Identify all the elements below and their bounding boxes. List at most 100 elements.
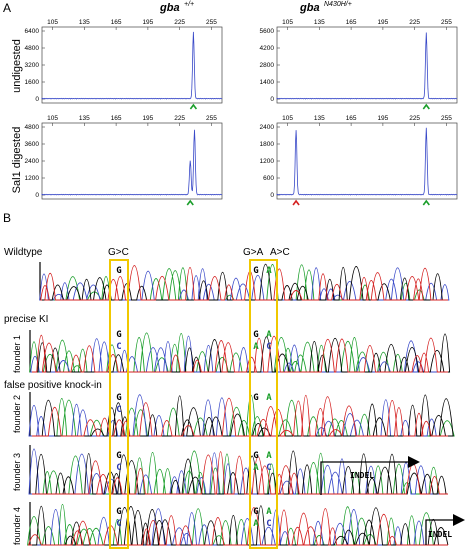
y-tick-label: 2400 <box>25 158 40 165</box>
base-call-g: G <box>253 507 258 517</box>
green-peak-marker <box>422 103 430 110</box>
base-call-a: A <box>253 463 259 473</box>
chromatogram-trace <box>32 505 449 546</box>
chromatogram-row-2 <box>28 394 455 437</box>
base-call-a: A <box>253 519 259 529</box>
chromatogram-trace <box>27 504 448 546</box>
chromatogram-row-3 <box>28 448 448 495</box>
y-tick-label: 3200 <box>25 62 40 69</box>
col1-title: gba +/+ <box>159 1 194 14</box>
green-peak-marker <box>189 103 198 110</box>
base-call-g: G <box>253 451 258 461</box>
col2-gene: gba <box>299 2 320 14</box>
base-call-c: C <box>116 519 121 529</box>
plot-dg-mut: 105 135 165 195 225 255 2400 1800 1200 600 0 <box>260 115 458 206</box>
plot-frame <box>276 122 458 200</box>
panel-a-label: A <box>3 1 11 15</box>
y-tick-label: 1800 <box>260 141 275 148</box>
chromatogram-trace <box>32 335 448 373</box>
x-tick-label: 105 <box>47 115 58 122</box>
y-tick-label: 1200 <box>260 158 275 165</box>
base-call-g: G <box>253 330 258 340</box>
wildtype-label: Wildtype <box>4 247 43 258</box>
x-tick-label: 225 <box>409 19 420 26</box>
x-tick-label: 135 <box>79 115 90 122</box>
x-tick-label: 195 <box>142 19 153 26</box>
base-call-g: G <box>253 393 258 403</box>
trace-line <box>41 31 223 100</box>
y-tick-label: 600 <box>263 175 274 182</box>
x-tick-label: 255 <box>206 19 217 26</box>
base-call-a: A <box>266 393 272 403</box>
base-call-c: C <box>116 405 121 415</box>
row-digested-label: Sal1 digested <box>11 127 23 194</box>
x-tick-label: 255 <box>441 19 452 26</box>
trace-line <box>276 127 458 196</box>
chromatogram-trace <box>42 263 448 301</box>
x-tick-label: 165 <box>111 19 122 26</box>
x-tick-label: 255 <box>206 115 217 122</box>
base-call-c: C <box>116 342 121 352</box>
x-tick-label: 225 <box>174 115 185 122</box>
mutation-g-c: G>C <box>108 247 129 258</box>
col2-genotype: N430H/+ <box>324 1 352 8</box>
y-tick-label: 5600 <box>260 28 275 35</box>
x-tick-label: 195 <box>377 19 388 26</box>
y-tick-label: 2400 <box>260 124 275 131</box>
mutation-a-c: A>C <box>270 247 290 258</box>
fragment-analysis-plots: 105 135 165 195 225 255 6400 4800 3200 1600 0 105 13… <box>25 19 458 206</box>
x-tick-label: 255 <box>441 115 452 122</box>
base-call-c: C <box>116 463 121 473</box>
col1-genotype: +/+ <box>184 1 194 8</box>
base-call-a: A <box>253 342 259 352</box>
base-call-g: G <box>116 393 121 403</box>
plot-ud-wt: 105 135 165 195 225 255 6400 4800 3200 1600 0 <box>25 19 223 110</box>
indel-label-founder3: INDEL <box>350 471 374 480</box>
x-tick-label: 165 <box>346 115 357 122</box>
trace-line <box>41 129 223 196</box>
chromatogram-trace <box>29 332 448 373</box>
x-tick-label: 105 <box>47 19 58 26</box>
x-tick-label: 165 <box>111 115 122 122</box>
base-call-g: G <box>253 266 258 276</box>
x-tick-label: 195 <box>377 115 388 122</box>
highlight-box-2 <box>249 259 278 549</box>
x-tick-label: 135 <box>79 19 90 26</box>
x-tick-label: 165 <box>346 19 357 26</box>
base-call-g: G <box>116 266 121 276</box>
panel-b-label: B <box>3 211 11 225</box>
x-tick-label: 105 <box>282 19 293 26</box>
base-call-g: G <box>116 451 121 461</box>
chromatogram-trace <box>32 395 455 437</box>
y-tick-label: 1200 <box>25 175 40 182</box>
y-tick-label: 0 <box>35 192 39 199</box>
chromatogram-row-0 <box>39 263 450 301</box>
base-call-g: G <box>116 507 121 517</box>
y-tick-label: 0 <box>35 96 39 103</box>
green-peak-marker <box>186 199 194 206</box>
base-call-c: C <box>266 463 271 473</box>
founder-2-label: founder 2 <box>12 395 22 433</box>
chromatogram-trace <box>32 395 448 437</box>
base-call-c: C <box>266 519 271 529</box>
trace-line <box>276 32 458 100</box>
y-tick-label: 0 <box>270 96 274 103</box>
chromatogram-row-4 <box>27 504 449 546</box>
y-tick-label: 1600 <box>25 79 40 86</box>
false-positive-label: false positive knock-in <box>4 380 102 391</box>
green-peak-marker <box>422 199 430 206</box>
x-tick-label: 225 <box>174 19 185 26</box>
red-peak-marker <box>292 199 300 206</box>
highlight-box-1 <box>109 259 129 549</box>
y-tick-label: 6400 <box>25 28 40 35</box>
founder-1-label: founder 1 <box>12 335 22 373</box>
plot-ud-mut: 105 135 165 195 225 255 5600 4200 2800 1400 0 <box>260 19 458 110</box>
y-tick-label: 3600 <box>25 141 40 148</box>
y-tick-label: 1400 <box>260 79 275 86</box>
x-tick-label: 135 <box>314 115 325 122</box>
plot-frame <box>276 26 458 104</box>
mutation-g-a: G>A <box>243 247 264 258</box>
chromatogram-trace <box>40 265 448 301</box>
